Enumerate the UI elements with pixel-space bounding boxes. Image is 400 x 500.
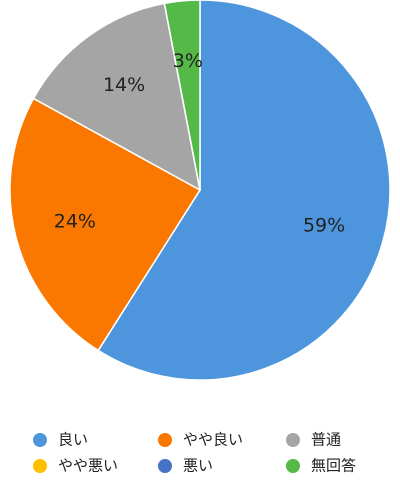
legend-swatch — [158, 433, 172, 447]
legend-swatch — [33, 433, 47, 447]
legend-label: 普通 — [311, 431, 341, 449]
data-label: 14% — [103, 74, 145, 96]
pie-slice — [97, 0, 391, 381]
pie-slice — [9, 97, 202, 352]
legend-label: やや悪い — [58, 457, 118, 475]
data-label: 24% — [54, 211, 96, 233]
data-label: 59% — [303, 215, 345, 237]
legend-label: 無回答 — [311, 457, 356, 475]
legend-swatch — [286, 433, 300, 447]
legend-label: やや良い — [183, 431, 243, 449]
pie-slice — [163, 0, 201, 191]
legend-swatch — [33, 459, 47, 473]
legend-label: 悪い — [183, 457, 213, 475]
legend-swatch — [158, 459, 172, 473]
data-label: 3% — [173, 50, 203, 72]
legend-swatch — [286, 459, 300, 473]
pie-slice — [32, 2, 202, 192]
legend-label: 良い — [58, 431, 88, 449]
